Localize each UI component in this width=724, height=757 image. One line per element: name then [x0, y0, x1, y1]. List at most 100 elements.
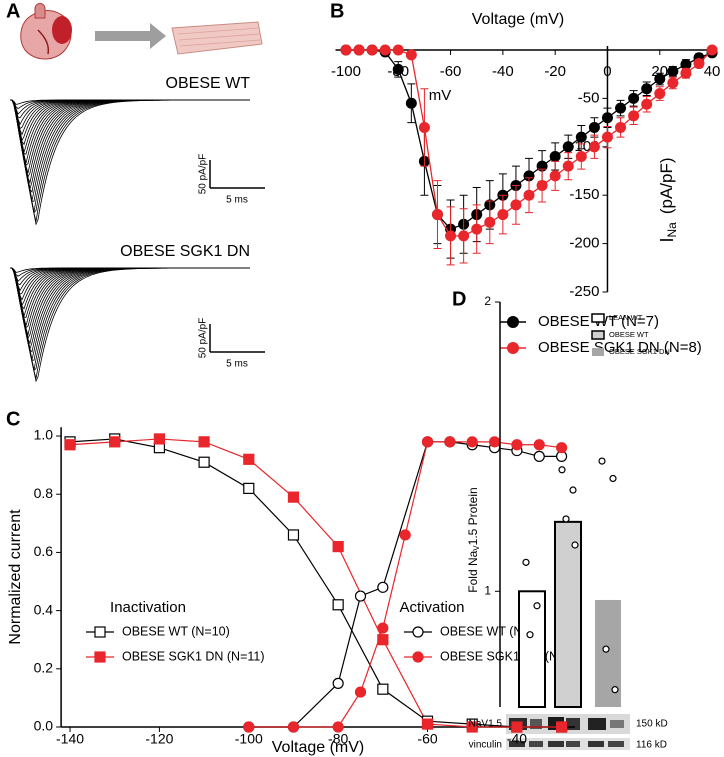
- heart-illustration: [20, 3, 72, 60]
- data-point: [418, 121, 430, 133]
- marker: [511, 721, 523, 733]
- x-tick-label: -80: [328, 731, 348, 747]
- trace-title: OBESE WT: [166, 75, 251, 92]
- legend-label: OBESE SGK1 DN (N=8): [538, 339, 702, 356]
- y-tick-label: 0.2: [34, 660, 54, 676]
- x-tick-label: -40: [492, 63, 514, 80]
- data-point: [611, 686, 619, 694]
- scale-label: 50 pA/pF: [198, 154, 209, 195]
- marker: [421, 718, 434, 730]
- data-point: [558, 466, 566, 474]
- blot-row-label: NaV1.5: [469, 719, 503, 730]
- fit-line: [248, 441, 562, 728]
- scale-label: 5 ms: [226, 195, 248, 206]
- marker: [332, 677, 344, 689]
- cardiomyocyte-illustration: [171, 21, 263, 55]
- marker: [555, 721, 568, 733]
- y-tick-label: 0.8: [34, 485, 54, 501]
- x-tick-label: -140: [56, 731, 84, 747]
- bar: [518, 590, 546, 708]
- y-axis-title-part: V: [472, 545, 481, 551]
- marker: [533, 450, 545, 462]
- fit-line: [248, 441, 562, 728]
- marker: [332, 599, 344, 611]
- marker: [444, 436, 456, 448]
- data-point: [484, 216, 496, 228]
- marker: [377, 634, 389, 646]
- current-trace: [10, 267, 250, 370]
- marker: [243, 453, 255, 465]
- data-point: [353, 44, 365, 56]
- data-point: [575, 131, 587, 143]
- data-point: [497, 209, 509, 221]
- bar: [554, 520, 582, 708]
- data-point: [641, 98, 653, 110]
- data-point: [405, 97, 417, 109]
- current-trace: [10, 99, 250, 202]
- marker: [243, 482, 255, 495]
- blot-size-label: 116 kD: [636, 740, 667, 751]
- legend-swatch: [592, 348, 604, 356]
- y-axis-title: Fold NaV1.5 Protein: [466, 487, 481, 592]
- x-tick-label: -120: [145, 731, 173, 747]
- legend-label: OBESE WT (N=7): [440, 624, 541, 638]
- data-point: [562, 515, 570, 523]
- data-point: [588, 121, 600, 133]
- y-tick-label: 0.6: [34, 543, 54, 559]
- data-point: [392, 44, 404, 56]
- data-point: [549, 170, 561, 182]
- y-tick-label: -150: [569, 186, 599, 203]
- marker: [511, 439, 523, 451]
- marker: [488, 436, 501, 448]
- scale-label: 50 pA/pF: [198, 318, 209, 359]
- data-point: [609, 474, 617, 483]
- x-unit-label: mV: [429, 87, 452, 104]
- y-tick-label: 1.0: [34, 427, 54, 443]
- data-point: [379, 44, 391, 56]
- legend-marker: [94, 651, 106, 663]
- legend-marker: [412, 651, 424, 663]
- data-point: [654, 73, 666, 85]
- y-tick-label: 2: [484, 294, 491, 308]
- legend-label: OBESE SGK1 DN (N=11): [122, 649, 265, 663]
- y-axis-title-part: 1.5 Protein: [466, 487, 480, 545]
- legend-marker: [412, 626, 424, 638]
- x-tick-label: 0: [603, 63, 611, 80]
- data-point: [523, 170, 535, 182]
- legend-label: OBESE WT (N=10): [122, 624, 230, 638]
- data-point: [667, 77, 679, 89]
- marker: [399, 529, 411, 541]
- x-tick-label: -100: [235, 731, 263, 747]
- annotation: Activation: [399, 599, 464, 616]
- data-point: [628, 110, 640, 122]
- y-tick-label: -200: [569, 235, 599, 252]
- marker: [533, 439, 545, 451]
- data-point: [654, 88, 666, 100]
- current-trace: [10, 267, 250, 310]
- data-point: [571, 541, 579, 549]
- marker: [354, 590, 367, 602]
- marker: [287, 721, 300, 733]
- y-tick-label: 0.4: [34, 601, 54, 617]
- legend-marker: [507, 342, 519, 354]
- marker: [198, 456, 210, 468]
- data-point: [601, 112, 613, 124]
- blot-size-label: 150 kD: [636, 719, 668, 730]
- current-trace: [10, 99, 250, 174]
- marker: [555, 442, 568, 454]
- blot-row-label: vinculin: [469, 740, 502, 751]
- data-point: [536, 180, 548, 192]
- panel-label: A: [6, 0, 20, 22]
- fit-line: [69, 438, 562, 728]
- data-point: [602, 645, 610, 653]
- marker: [198, 436, 210, 448]
- x-axis-title: Voltage (mV): [472, 11, 564, 28]
- data-point: [588, 141, 600, 153]
- data-point: [366, 44, 378, 56]
- data-point: [569, 486, 577, 494]
- marker: [354, 686, 367, 698]
- x-tick-label: -60: [440, 63, 462, 80]
- data-point: [562, 160, 574, 172]
- data-point: [680, 59, 692, 71]
- data-point: [598, 457, 606, 465]
